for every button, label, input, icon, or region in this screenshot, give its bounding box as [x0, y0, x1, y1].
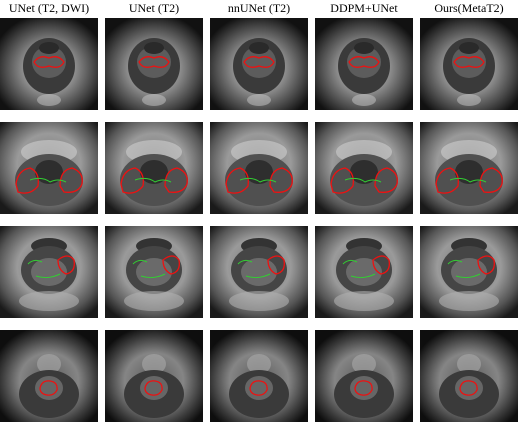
mri-image: [210, 226, 308, 318]
mri-image: [315, 330, 413, 422]
image-grid: [0, 18, 518, 422]
mri-image: [105, 122, 203, 214]
mri-image: [105, 226, 203, 318]
mri-image: [0, 122, 98, 214]
mri-image: [0, 226, 98, 318]
column-title: DDPM+UNet: [330, 1, 398, 15]
mri-image: [420, 122, 518, 214]
mri-image: [210, 122, 308, 214]
column-title: UNet (T2): [129, 1, 179, 15]
mri-image: [315, 18, 413, 110]
column-title: UNet (T2, DWI): [9, 1, 89, 15]
column-title: Ours(MetaT2): [434, 1, 503, 15]
column-headers: UNet (T2, DWI) UNet (T2) nnUNet (T2) DDP…: [9, 1, 504, 15]
mri-image: [315, 226, 413, 318]
mri-image: [0, 330, 98, 422]
mri-image: [210, 18, 308, 110]
mri-image: [420, 226, 518, 318]
mri-image: [0, 18, 98, 110]
mri-image: [105, 330, 203, 422]
mri-image: [315, 122, 413, 214]
column-title: nnUNet (T2): [228, 1, 290, 15]
mri-image: [420, 18, 518, 110]
mri-image: [210, 330, 308, 422]
mri-image: [420, 330, 518, 422]
mri-image: [105, 18, 203, 110]
